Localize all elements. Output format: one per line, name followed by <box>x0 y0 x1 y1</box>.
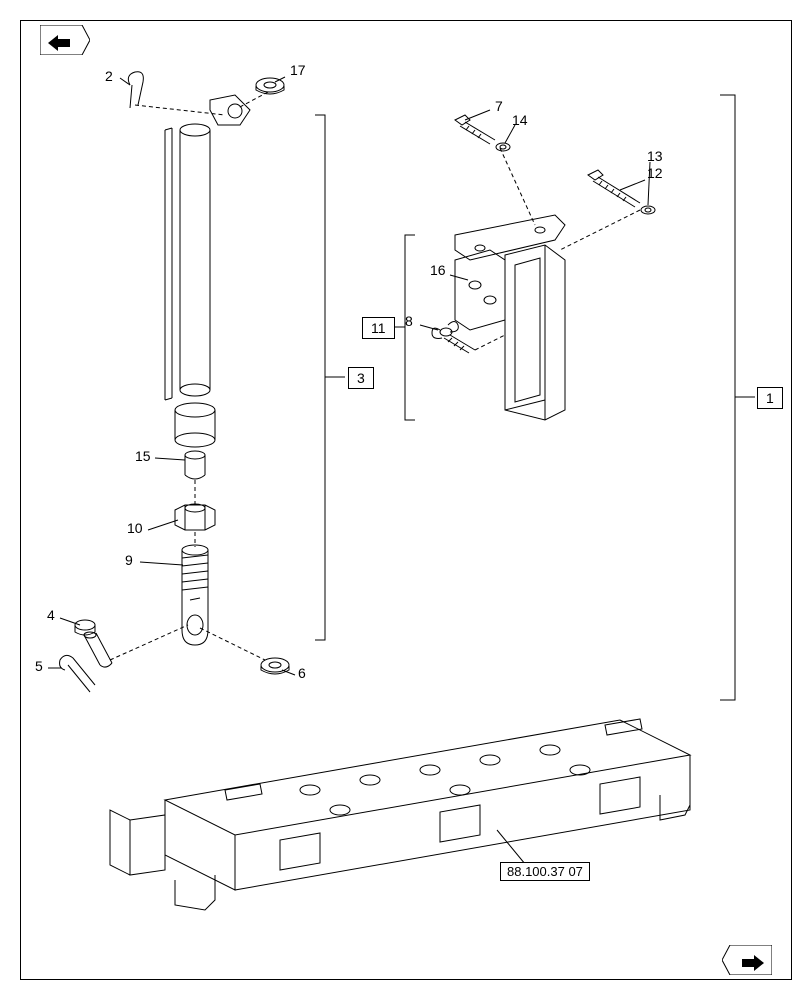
callout-2: 2 <box>105 68 113 84</box>
callout-14: 14 <box>512 112 528 128</box>
base-bracket <box>110 719 690 910</box>
bolt-14-washer <box>496 143 510 151</box>
callout-9: 9 <box>125 552 133 568</box>
reference-label: 88.100.37 07 <box>500 862 590 881</box>
callout-5: 5 <box>35 658 43 674</box>
callout-11-box: 11 <box>362 317 395 339</box>
leader-lines <box>48 77 755 870</box>
callout-15: 15 <box>135 448 151 464</box>
bolt-7 <box>455 115 495 144</box>
bolt-12 <box>588 170 640 207</box>
cotter-pin-top <box>128 72 143 108</box>
callout-3-box: 3 <box>348 367 374 389</box>
technical-drawing <box>0 0 812 1000</box>
callout-4: 4 <box>47 607 55 623</box>
washer-top <box>256 78 284 94</box>
callout-1-box: 1 <box>757 387 783 409</box>
bracket-assembly <box>455 215 565 420</box>
callout-8: 8 <box>405 313 413 329</box>
callout-12: 12 <box>647 165 663 181</box>
callout-17: 17 <box>290 62 306 78</box>
eye-bolt <box>182 545 208 645</box>
callout-10: 10 <box>127 520 143 536</box>
callout-13: 13 <box>647 148 663 164</box>
callout-6: 6 <box>298 665 306 681</box>
assembly-lines <box>110 92 640 660</box>
wing-bolt <box>432 322 475 354</box>
cylinder-assembly <box>165 95 250 479</box>
callout-7: 7 <box>495 98 503 114</box>
bolt-13-washer <box>641 206 655 214</box>
parts-diagram: 2 17 7 14 13 12 16 8 15 10 9 4 5 6 3 11 … <box>0 0 812 1000</box>
cotter-pin-bottom <box>60 655 95 692</box>
hex-nut <box>175 504 215 530</box>
clevis-pin <box>75 620 112 667</box>
callout-16: 16 <box>430 262 446 278</box>
